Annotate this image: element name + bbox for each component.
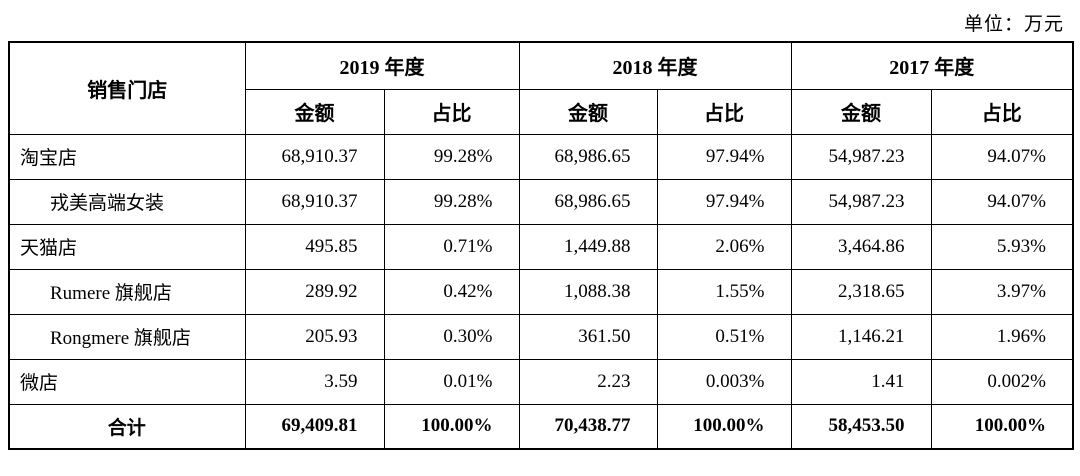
amount-cell-2018: 2.23 <box>518 358 658 405</box>
table-row-tmall: 天猫店 495.85 0.71% 1,449.88 2.06% 3,464.86… <box>8 223 1074 270</box>
ratio-cell-2019: 99.28% <box>383 133 520 180</box>
amount-cell-2019: 289.92 <box>244 268 385 315</box>
amount-header-2019: 金额 <box>244 88 385 135</box>
amount-cell-2017: 1.41 <box>790 358 932 405</box>
ratio-cell-2018: 97.94% <box>656 133 792 180</box>
ratio-cell-2017: 0.002% <box>930 358 1074 405</box>
store-label: Rumere 旗舰店 <box>8 268 246 315</box>
amount-cell-2018: 68,986.65 <box>518 133 658 180</box>
unit-label: 单位：万元 <box>963 14 1064 35</box>
ratio-cell-2018: 97.94% <box>656 178 792 225</box>
amount-cell-2018: 1,449.88 <box>518 223 658 270</box>
amount-cell-2018: 1,088.38 <box>518 268 658 315</box>
ratio-cell-2019: 0.30% <box>383 313 520 360</box>
total-ratio-cell-2019: 100.00% <box>383 403 520 450</box>
table-row-rongmei-womenswear: 戎美高端女装 68,910.37 99.28% 68,986.65 97.94%… <box>8 178 1074 225</box>
year-header-2017: 2017 年度 <box>790 41 1074 90</box>
total-amount-cell-2019: 69,409.81 <box>244 403 385 450</box>
amount-cell-2019: 205.93 <box>244 313 385 360</box>
total-amount-cell-2018: 70,438.77 <box>518 403 658 450</box>
year-header-2019: 2019 年度 <box>244 41 520 90</box>
table-row-rumere-flagship: Rumere 旗舰店 289.92 0.42% 1,088.38 1.55% 2… <box>8 268 1074 315</box>
ratio-cell-2017: 94.07% <box>930 133 1074 180</box>
amount-cell-2018: 361.50 <box>518 313 658 360</box>
ratio-cell-2018: 1.55% <box>656 268 792 315</box>
amount-cell-2019: 495.85 <box>244 223 385 270</box>
ratio-cell-2017: 1.96% <box>930 313 1074 360</box>
amount-cell-2017: 54,987.23 <box>790 178 932 225</box>
sales-by-store-table: 销售门店 2019 年度 2018 年度 2017 年度 金额 占比 金额 占比… <box>8 41 1074 450</box>
amount-cell-2017: 1,146.21 <box>790 313 932 360</box>
ratio-cell-2017: 94.07% <box>930 178 1074 225</box>
store-label: 戎美高端女装 <box>8 178 246 225</box>
amount-cell-2019: 68,910.37 <box>244 178 385 225</box>
store-label: 天猫店 <box>8 223 246 270</box>
total-amount-cell-2017: 58,453.50 <box>790 403 932 450</box>
store-label: 淘宝店 <box>8 133 246 180</box>
amount-cell-2019: 3.59 <box>244 358 385 405</box>
store-label: Rongmere 旗舰店 <box>8 313 246 360</box>
ratio-cell-2019: 0.42% <box>383 268 520 315</box>
total-ratio-cell-2018: 100.00% <box>656 403 792 450</box>
amount-cell-2017: 2,318.65 <box>790 268 932 315</box>
ratio-cell-2018: 0.51% <box>656 313 792 360</box>
amount-cell-2017: 3,464.86 <box>790 223 932 270</box>
amount-cell-2018: 68,986.65 <box>518 178 658 225</box>
ratio-cell-2017: 3.97% <box>930 268 1074 315</box>
header-row-years: 销售门店 2019 年度 2018 年度 2017 年度 <box>8 41 1074 135</box>
table-row-weidian: 微店 3.59 0.01% 2.23 0.003% 1.41 0.002% <box>8 358 1074 405</box>
table-row-total: 合计 69,409.81 100.00% 70,438.77 100.00% 5… <box>8 403 1074 450</box>
ratio-cell-2018: 0.003% <box>656 358 792 405</box>
ratio-cell-2019: 0.01% <box>383 358 520 405</box>
amount-header-2017: 金额 <box>790 88 932 135</box>
amount-header-2018: 金额 <box>518 88 658 135</box>
table-row-rongmere-flagship: Rongmere 旗舰店 205.93 0.30% 361.50 0.51% 1… <box>8 313 1074 360</box>
year-header-2018: 2018 年度 <box>518 41 792 90</box>
table-row-taobao: 淘宝店 68,910.37 99.28% 68,986.65 97.94% 54… <box>8 133 1074 180</box>
amount-cell-2019: 68,910.37 <box>244 133 385 180</box>
store-label: 微店 <box>8 358 246 405</box>
store-column-header: 销售门店 <box>8 41 246 135</box>
ratio-header-2017: 占比 <box>930 88 1074 135</box>
total-ratio-cell-2017: 100.00% <box>930 403 1074 450</box>
amount-cell-2017: 54,987.23 <box>790 133 932 180</box>
header-row-metrics: 金额 占比 金额 占比 金额 占比 <box>9 88 1074 135</box>
ratio-cell-2019: 99.28% <box>383 178 520 225</box>
ratio-cell-2019: 0.71% <box>383 223 520 270</box>
ratio-cell-2018: 2.06% <box>656 223 792 270</box>
total-label: 合计 <box>8 403 246 450</box>
ratio-header-2018: 占比 <box>656 88 792 135</box>
ratio-header-2019: 占比 <box>383 88 520 135</box>
ratio-cell-2017: 5.93% <box>930 223 1074 270</box>
